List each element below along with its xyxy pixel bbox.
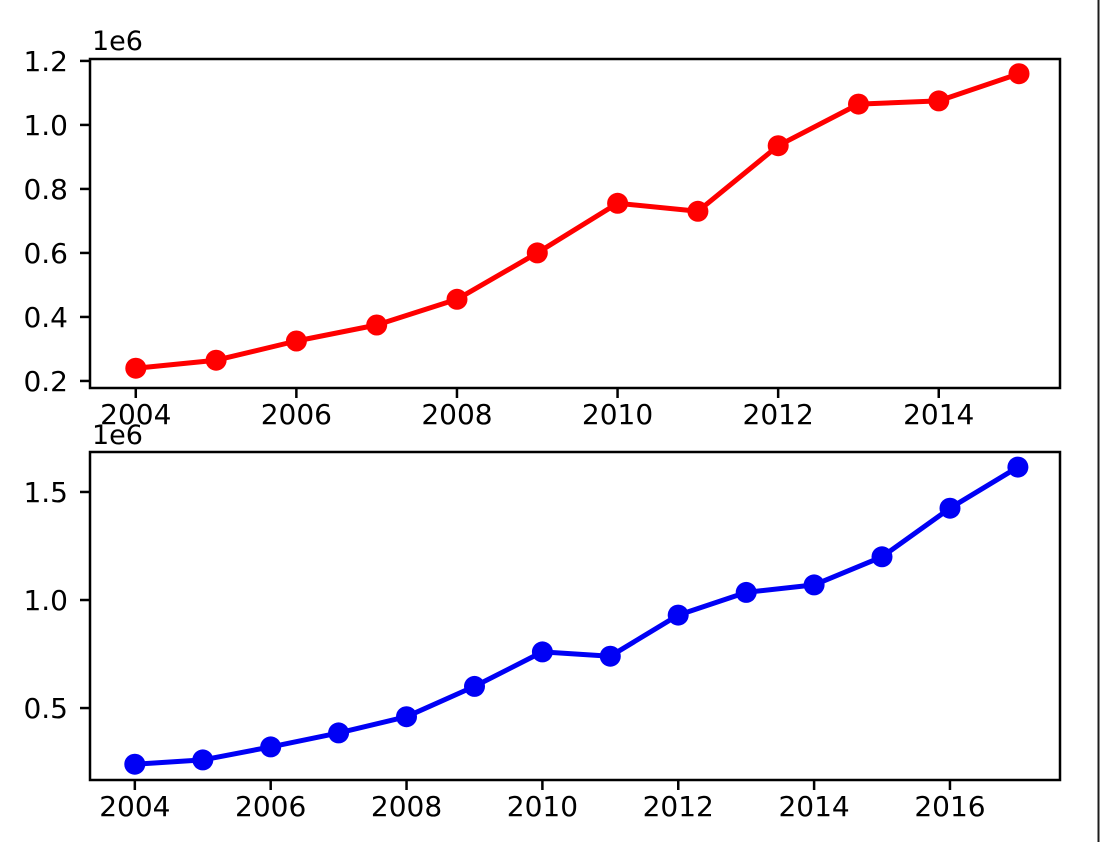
red-series-marker	[446, 288, 468, 310]
blue-series-marker	[667, 604, 689, 626]
y-tick-label: 1.0	[23, 584, 68, 617]
blue-series-marker	[396, 706, 417, 728]
x-tick-label: 2008	[421, 398, 492, 431]
blue-series-marker	[735, 581, 757, 603]
red-series-marker	[205, 349, 227, 371]
x-tick-label: 2012	[743, 398, 814, 431]
red-series-marker	[848, 93, 869, 115]
blue-series-marker	[871, 546, 893, 568]
axes-spines	[88, 57, 1062, 390]
blue-series-marker	[1007, 456, 1029, 478]
y-tick-label: 0.2	[23, 365, 68, 398]
blue-series-marker	[124, 753, 146, 775]
blue-series-line	[132, 464, 1021, 767]
y-axis-offset-text: 1e6	[92, 26, 143, 57]
red-series-marker	[526, 242, 548, 264]
y-axis-offset-text: 1e6	[92, 420, 143, 451]
x-tick-label: 2010	[507, 790, 578, 823]
y-tick-label: 0.6	[23, 237, 68, 270]
bottom-subplot: 2004 2006 2008 2010 2012 2014 2016 0.5 1.0 1.5 1e6	[23, 420, 1062, 823]
y-tick-label: 0.4	[23, 301, 68, 334]
red-series-marker	[125, 357, 147, 379]
red-series-marker	[366, 314, 388, 336]
x-tick-label: 2008	[371, 790, 442, 823]
blue-series-marker	[939, 497, 961, 519]
x-tick-label: 2014	[903, 398, 974, 431]
blue-series-marker	[464, 675, 485, 697]
blue-series-marker	[260, 736, 282, 758]
blue-series-marker	[192, 749, 214, 771]
x-tick-label: 2006	[261, 398, 332, 431]
axes-spines	[88, 450, 1062, 782]
x-tick-label: 2014	[778, 790, 849, 823]
blue-series-marker	[599, 645, 621, 667]
x-tick-label: 2012	[643, 790, 714, 823]
x-tick-label: 2010	[582, 398, 653, 431]
red-series-marker	[285, 330, 307, 352]
y-tick-label: 1.0	[23, 109, 68, 142]
red-series-marker	[767, 135, 789, 157]
red-series-marker	[928, 90, 950, 112]
blue-series-marker	[803, 574, 825, 596]
y-tick-label: 0.8	[23, 173, 68, 206]
y-tick-label: 0.5	[23, 692, 68, 725]
red-series-marker	[607, 192, 629, 214]
blue-series-marker	[328, 722, 350, 744]
x-tick-label: 2006	[235, 790, 306, 823]
top-subplot: 2004 2006 2008 2010 2012 2014 0.2 0.4 0.6 0.8 1.0 1…	[23, 26, 1062, 431]
red-series-marker	[687, 200, 709, 222]
blue-series-marker	[531, 641, 553, 663]
x-tick-label: 2004	[99, 790, 170, 823]
red-series-line	[133, 71, 1022, 371]
x-tick-label: 2016	[914, 790, 985, 823]
red-series-marker	[1008, 63, 1030, 85]
y-tick-label: 1.5	[23, 476, 68, 509]
x-tick-label: 2004	[100, 398, 171, 431]
y-tick-label: 1.2	[23, 45, 68, 78]
